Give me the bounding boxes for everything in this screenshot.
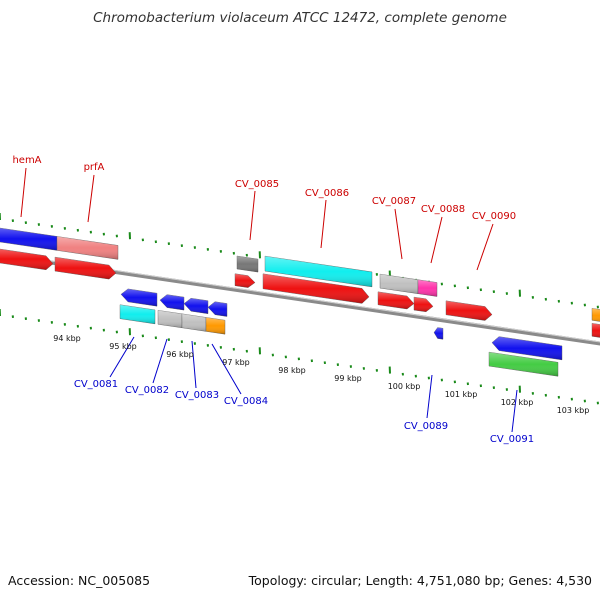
gene-label-cv_0086: CV_0086 xyxy=(305,188,349,199)
gene-label-cv_0084: CV_0084 xyxy=(224,396,268,407)
rev-0-callout xyxy=(109,336,135,378)
gene-red-6-shade xyxy=(414,297,433,312)
gene-label-hema: hemA xyxy=(12,155,41,166)
rev-4-callout xyxy=(426,374,433,419)
gene-blue-5-shade xyxy=(492,336,562,360)
gene-red-5-shade xyxy=(378,291,414,309)
gene-label-cv_0085: CV_0085 xyxy=(235,179,279,190)
gene-label-cv_0083: CV_0083 xyxy=(175,390,219,401)
gene-label-cv_0088: CV_0088 xyxy=(421,204,465,215)
gene-blue-4-shade xyxy=(208,301,227,317)
gene-CV_0084-shade xyxy=(206,317,225,335)
rev-1-callout xyxy=(152,338,168,384)
gene-CV_0091-shade xyxy=(489,352,558,377)
scale-label-103: 103 kbp xyxy=(557,406,590,415)
gene-CV_0081-shade xyxy=(120,304,155,324)
scale-label-99: 99 kbp xyxy=(334,374,362,383)
gene-red-7-shade xyxy=(446,300,492,321)
gene-label-cv_0089: CV_0089 xyxy=(404,421,448,432)
fwd-5-callout xyxy=(430,216,443,264)
gene-blue-2-shade xyxy=(160,294,184,311)
gene-CV_0089-shade xyxy=(434,327,443,340)
gene-red-1-shade xyxy=(0,249,53,270)
rev-3-callout xyxy=(211,343,242,395)
scale-label-100: 100 kbp xyxy=(388,382,421,391)
gene-label-cv_0087: CV_0087 xyxy=(372,196,416,207)
scale-label-101: 101 kbp xyxy=(445,390,478,399)
fwd-4-callout xyxy=(394,208,403,260)
scale-label-98: 98 kbp xyxy=(278,366,306,375)
gene-CV_0083-shade xyxy=(182,313,206,332)
gene-label-cv_0082: CV_0082 xyxy=(125,385,169,396)
scale-label-94: 94 kbp xyxy=(53,334,81,343)
scale-label-95: 95 kbp xyxy=(109,342,137,351)
gene-blue-1-shade xyxy=(121,288,157,307)
scale-label-97: 97 kbp xyxy=(222,358,250,367)
fwd-3-callout xyxy=(320,199,327,249)
gene-CV_0087-shade xyxy=(380,274,418,294)
gene-prfA-shade xyxy=(57,236,118,260)
gene-CV_0082-shade xyxy=(158,310,182,328)
gene-red-2-shade xyxy=(55,257,116,280)
gene-label-cv_0081: CV_0081 xyxy=(74,379,118,390)
gene-label-prfa: prfA xyxy=(84,162,105,173)
scale-label-96: 96 kbp xyxy=(166,350,194,359)
rev-5-callout xyxy=(511,389,518,433)
fwd-1-callout xyxy=(87,174,95,223)
gene-orange-edge-shade xyxy=(592,308,600,322)
gene-hemA-shade xyxy=(0,228,57,251)
gene-CV_0088-shade xyxy=(418,279,437,297)
fwd-2-callout xyxy=(249,190,256,241)
genome-stats-text: Topology: circular; Length: 4,751,080 bp… xyxy=(248,573,592,588)
gene-red-4-shade xyxy=(263,273,369,304)
scale-label-102: 102 kbp xyxy=(501,398,534,407)
map-title: Chromobacterium violaceum ATCC 12472, co… xyxy=(93,10,507,26)
gene-CV_0086-shade xyxy=(265,256,372,287)
gene-blue-3-shade xyxy=(184,298,208,314)
gene-label-cv_0091: CV_0091 xyxy=(490,434,534,445)
gene-label-cv_0090: CV_0090 xyxy=(472,211,516,222)
accession-text: Accession: NC_005085 xyxy=(8,573,151,588)
fwd-6-callout xyxy=(476,223,494,271)
fwd-0-callout xyxy=(20,167,27,218)
gene-red-edge-shade xyxy=(592,323,600,338)
gene-red-3-shade xyxy=(235,273,255,288)
gene-CV_0085-shade xyxy=(237,256,258,273)
rev-2-callout xyxy=(191,340,197,389)
